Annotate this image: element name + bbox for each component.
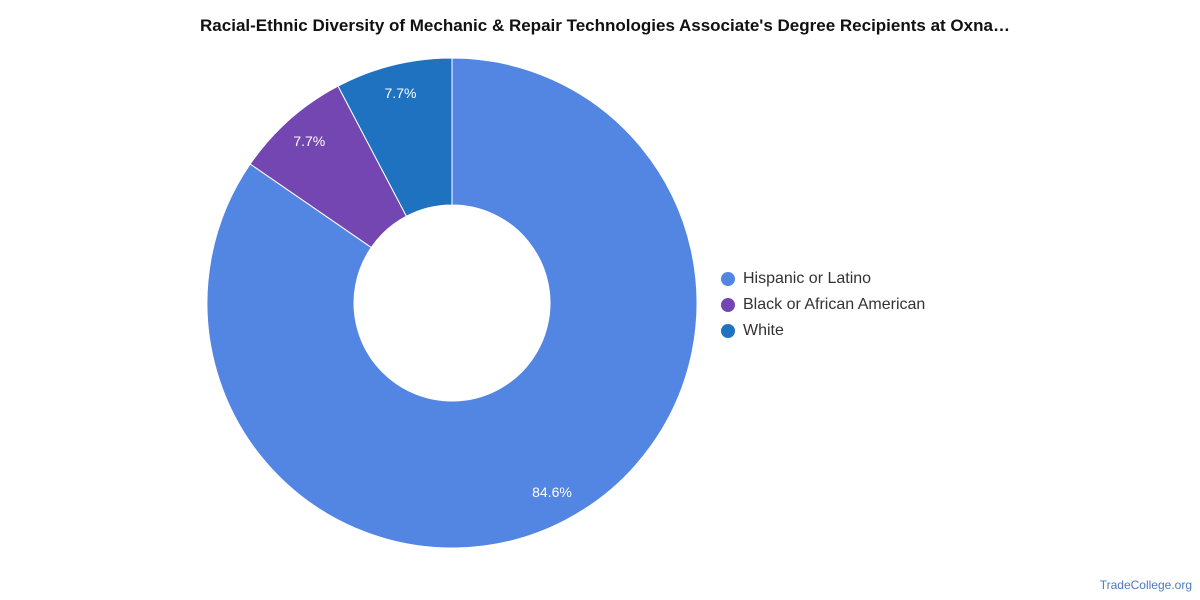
chart-legend: Hispanic or Latino Black or African Ameri… — [721, 266, 925, 344]
legend-label: White — [743, 322, 784, 339]
slice-white[interactable] — [337, 57, 453, 217]
slice-label-black-or-african-american: 7.7% — [293, 133, 325, 149]
legend-item-hispanic-or-latino[interactable]: Hispanic or Latino — [721, 266, 925, 292]
legend-label: Black or African American — [743, 296, 926, 313]
chart-title: Racial-Ethnic Diversity of Mechanic & Re… — [200, 16, 1010, 35]
legend-swatch — [721, 298, 735, 312]
legend-label: Hispanic or Latino — [743, 270, 872, 287]
slice-hispanic-or-latino[interactable] — [206, 57, 698, 549]
legend-item-black-or-african-american[interactable]: Black or African American — [721, 292, 925, 318]
source-credit[interactable]: TradeCollege.org — [1099, 578, 1192, 592]
slice-label-hispanic-or-latino: 84.6% — [532, 484, 572, 500]
legend-swatch — [721, 272, 735, 286]
slices-group — [206, 57, 698, 549]
slice-labels-group: 84.6% 7.7% 7.7% — [293, 85, 572, 500]
slice-label-white: 7.7% — [385, 85, 417, 101]
legend-item-white[interactable]: White — [721, 318, 925, 344]
legend-swatch — [721, 324, 735, 338]
